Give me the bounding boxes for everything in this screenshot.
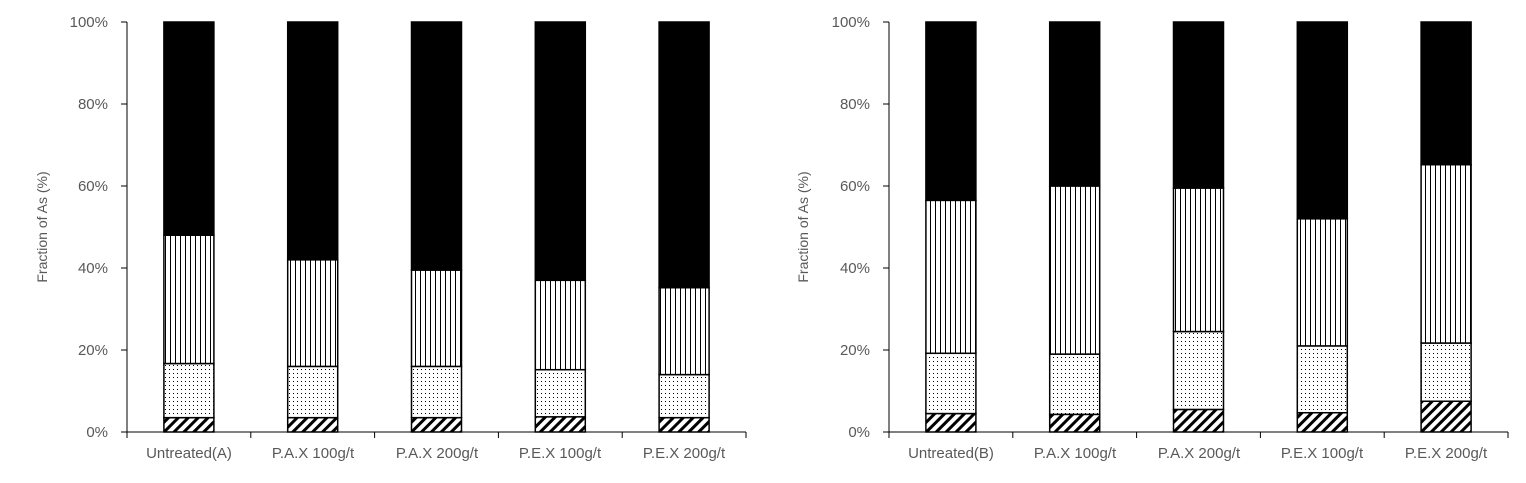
bar-segment-dotted	[286, 365, 339, 419]
bar-segment-solid	[658, 21, 710, 289]
bar-segment-solid	[163, 21, 215, 236]
y-tick-label: 60%	[840, 178, 870, 195]
x-tick-label: Untreated(A)	[146, 445, 232, 462]
bar-segment-dotted	[1172, 330, 1225, 411]
x-tick-label: P.E.X 200g/t	[643, 445, 726, 462]
y-tick-label: 0%	[86, 424, 108, 441]
bar-segment-hatched	[286, 416, 339, 433]
y-tick-label: 0%	[848, 424, 870, 441]
y-tick-labels: 0% 20% 40% 60% 80% 100%	[70, 14, 108, 441]
x-tick-label: P.A.X 100g/t	[1034, 445, 1117, 462]
bar-segment-solid	[410, 21, 463, 271]
bar-segment-striped	[658, 286, 710, 376]
bar-segment-hatched	[1420, 400, 1472, 433]
bar-segment-solid	[1420, 21, 1472, 166]
bars	[163, 21, 710, 433]
bar-segment-dotted	[410, 365, 463, 419]
bar-segment-hatched	[658, 416, 710, 433]
y-tick-label: 20%	[840, 342, 870, 359]
bar-segment-hatched	[410, 416, 463, 433]
bar-segment-hatched	[534, 416, 587, 433]
bars	[925, 21, 1472, 433]
chart-left: Fraction of As (%) 0% 20% 40% 60% 80% 10…	[34, 14, 747, 462]
bar-segment-solid	[286, 21, 339, 261]
y-axis-title: Fraction of As (%)	[795, 171, 811, 282]
bar-segment-dotted	[534, 368, 587, 418]
y-tick-label: 100%	[70, 14, 108, 31]
bar-segment-hatched	[1172, 408, 1225, 433]
y-tick-label: 20%	[78, 342, 108, 359]
bar-segment-striped	[410, 269, 463, 368]
bar-segment-solid	[1172, 21, 1225, 189]
bar-segment-hatched	[925, 412, 977, 433]
x-tick-labels: Untreated(B) P.A.X 100g/t P.A.X 200g/t P…	[908, 445, 1488, 462]
bar-segment-striped	[1420, 163, 1472, 344]
x-tick-label: P.A.X 200g/t	[1158, 445, 1241, 462]
bar-segment-striped	[534, 279, 587, 371]
y-tick-label: 40%	[78, 260, 108, 277]
bar-segment-solid	[1296, 21, 1349, 220]
chart-right: Fraction of As (%) 0% 20% 40% 60% 80% 10…	[795, 14, 1509, 462]
y-tick-label: 40%	[840, 260, 870, 277]
bar-segment-hatched	[1048, 413, 1101, 433]
bar-segment-hatched	[1296, 411, 1349, 433]
y-tick-labels: 0% 20% 40% 60% 80% 100%	[832, 14, 870, 441]
bar-segment-dotted	[1420, 342, 1472, 402]
axes	[883, 21, 1509, 438]
bar-segment-solid	[925, 21, 977, 202]
x-tick-label: P.E.X 100g/t	[1281, 445, 1364, 462]
y-axis-title: Fraction of As (%)	[34, 171, 50, 282]
y-tick-label: 80%	[840, 96, 870, 113]
y-tick-label: 100%	[832, 14, 870, 31]
x-tick-label: P.E.X 100g/t	[519, 445, 602, 462]
bar-segment-dotted	[925, 352, 977, 415]
x-tick-label: P.E.X 200g/t	[1405, 445, 1488, 462]
x-tick-label: P.A.X 100g/t	[272, 445, 355, 462]
bar-segment-striped	[1172, 187, 1225, 333]
x-tick-label: Untreated(B)	[908, 445, 994, 462]
bar-segment-dotted	[163, 362, 215, 419]
bar-segment-solid	[534, 21, 587, 282]
axes	[121, 21, 747, 438]
y-tick-label: 60%	[78, 178, 108, 195]
bar-segment-striped	[1296, 218, 1349, 347]
bar-segment-dotted	[1048, 353, 1101, 416]
x-tick-label: P.A.X 200g/t	[396, 445, 479, 462]
bar-segment-striped	[925, 199, 977, 355]
bar-segment-dotted	[658, 373, 710, 419]
bar-segment-striped	[1048, 185, 1101, 355]
bar-segment-striped	[163, 234, 215, 365]
x-tick-labels: Untreated(A) P.A.X 100g/t P.A.X 200g/t P…	[146, 445, 726, 462]
bar-segment-solid	[1048, 21, 1101, 187]
bar-segment-striped	[286, 259, 339, 368]
bar-segment-dotted	[1296, 345, 1349, 414]
y-tick-label: 80%	[78, 96, 108, 113]
bar-segment-hatched	[163, 416, 215, 433]
